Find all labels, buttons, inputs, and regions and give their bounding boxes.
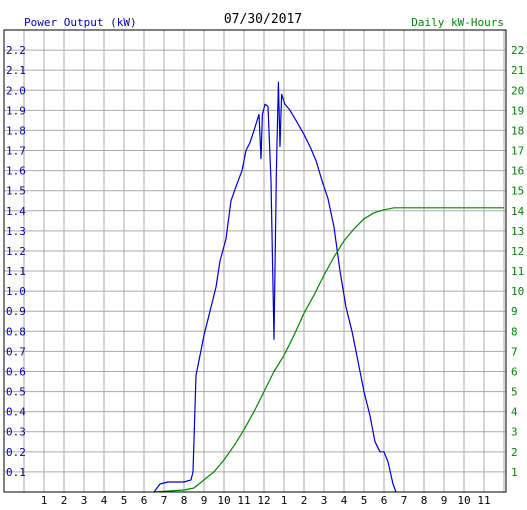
x-tick-label: 11 [237,494,250,507]
left-tick-label: 1.5 [6,185,26,198]
right-tick-label: 15 [511,185,524,198]
x-tick-label: 5 [121,494,128,507]
left-tick-label: 1.6 [6,165,26,178]
x-tick-label: 2 [301,494,308,507]
x-tick-label: 3 [81,494,88,507]
left-tick-label: 2.1 [6,64,26,77]
chart-title: 07/30/2017 [224,12,302,27]
x-tick-label: 6 [381,494,388,507]
x-tick-label: 10 [457,494,470,507]
x-tick-label: 8 [421,494,428,507]
plot-border [3,29,507,493]
right-tick-label: 17 [511,145,524,158]
left-tick-label: 0.1 [6,466,26,479]
left-tick-label: 1.3 [6,225,26,238]
right-tick-label: 18 [511,124,524,137]
left-tick-label: 0.2 [6,446,26,459]
right-tick-label: 7 [511,345,518,358]
x-tick-label: 8 [181,494,188,507]
left-tick-label: 0.5 [6,386,26,399]
right-tick-label: 5 [511,386,518,399]
right-tick-label: 11 [511,265,524,278]
right-tick-label: 2 [511,446,518,459]
left-tick-label: 0.9 [6,305,26,318]
right-tick-label: 3 [511,426,518,439]
x-tick-label: 1 [281,494,288,507]
left-tick-label: 0.3 [6,426,26,439]
right-tick-label: 1 [511,466,518,479]
x-tick-label: 10 [217,494,230,507]
x-tick-label: 2 [61,494,68,507]
x-tick-label: 11 [477,494,490,507]
left-tick-label: 0.7 [6,345,26,358]
left-tick-label: 2.2 [6,44,26,57]
x-tick-label: 4 [341,494,348,507]
right-tick-label: 9 [511,305,518,318]
left-tick-label: 0.6 [6,365,26,378]
right-tick-label: 22 [511,44,524,57]
power-output-line [153,81,397,493]
x-tick-label: 4 [101,494,108,507]
right-tick-label: 10 [511,285,524,298]
right-tick-label: 16 [511,165,524,178]
left-tick-label: 1.1 [6,265,26,278]
left-tick-label: 1.0 [6,285,26,298]
left-tick-label: 1.7 [6,145,26,158]
left-axis-tick-labels: 0.1 0.2 0.3 0.4 0.5 0.6 0.7 0.8 0.9 1.0 1.1 1.2 1.3 1… [6,44,26,479]
grid [4,29,506,492]
x-tick-label: 7 [161,494,168,507]
x-tick-label: 1 [41,494,48,507]
left-tick-label: 1.8 [6,124,26,137]
daily-kwh-line [153,207,504,493]
right-tick-label: 12 [511,245,524,258]
right-tick-label: 20 [511,84,524,97]
right-tick-label: 21 [511,64,524,77]
right-axis-title: Daily kW-Hours [411,16,504,29]
left-tick-label: 0.8 [6,325,26,338]
left-tick-label: 0.4 [6,406,26,419]
x-tick-label: 12 [257,494,270,507]
left-tick-label: 1.9 [6,104,26,117]
left-axis-title: Power Output (kW) [24,16,137,29]
x-tick-label: 3 [321,494,328,507]
x-tick-label: 7 [401,494,408,507]
left-tick-label: 1.2 [6,245,26,258]
left-tick-label: 2.0 [6,84,26,97]
x-tick-label: 9 [441,494,448,507]
left-tick-label: 1.4 [6,205,26,218]
right-tick-label: 14 [511,205,525,218]
right-tick-label: 6 [511,365,518,378]
x-tick-label: 6 [141,494,148,507]
right-tick-label: 13 [511,225,524,238]
x-axis-tick-labels: 1 2 3 4 5 6 7 8 9 10 11 12 1 2 3 4 5 6 7 8 9 10 11 [41,494,491,507]
right-tick-label: 19 [511,104,524,117]
x-tick-label: 5 [361,494,368,507]
right-tick-label: 8 [511,325,518,338]
x-tick-label: 9 [201,494,208,507]
right-tick-label: 4 [511,406,518,419]
series-lines [153,81,504,493]
